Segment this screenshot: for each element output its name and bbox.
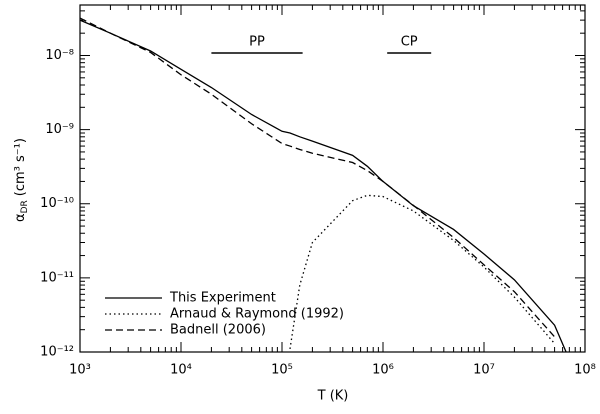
y-tick-label: 10⁻¹¹ (40, 270, 74, 285)
plot-frame (79, 4, 586, 353)
series-line (79, 17, 556, 338)
y-tick-label: 10⁻¹⁰ (40, 196, 74, 211)
series-line (289, 194, 556, 350)
legend-label: This Experiment (169, 291, 276, 306)
y-label-subscript: DR (20, 200, 30, 213)
x-tick-label: 10³ (69, 363, 91, 378)
y-label-unit: (cm³ s⁻¹) (13, 138, 28, 196)
y-tick-label: 10⁻⁹ (45, 122, 74, 137)
y-label-symbol: α (13, 213, 28, 222)
y-tick-label: 10⁻¹² (40, 345, 74, 360)
legend-label: Arnaud & Raymond (1992) (170, 307, 344, 322)
y-axis-label: αDR (cm³ s⁻¹) (13, 138, 30, 222)
x-tick-label: 10⁶ (372, 363, 394, 378)
x-tick-label: 10⁵ (271, 363, 293, 378)
annotation-label: CP (401, 35, 418, 50)
legend-label: Badnell (2006) (170, 323, 266, 338)
y-tick-label: 10⁻⁸ (45, 48, 74, 63)
series-line (79, 19, 567, 353)
x-tick-label: 10⁸ (574, 363, 596, 378)
x-tick-label: 10⁴ (170, 363, 192, 378)
x-tick-label: 10⁷ (473, 363, 495, 378)
annotation-label: PP (249, 35, 265, 50)
x-axis-label: T (K) (317, 389, 349, 404)
